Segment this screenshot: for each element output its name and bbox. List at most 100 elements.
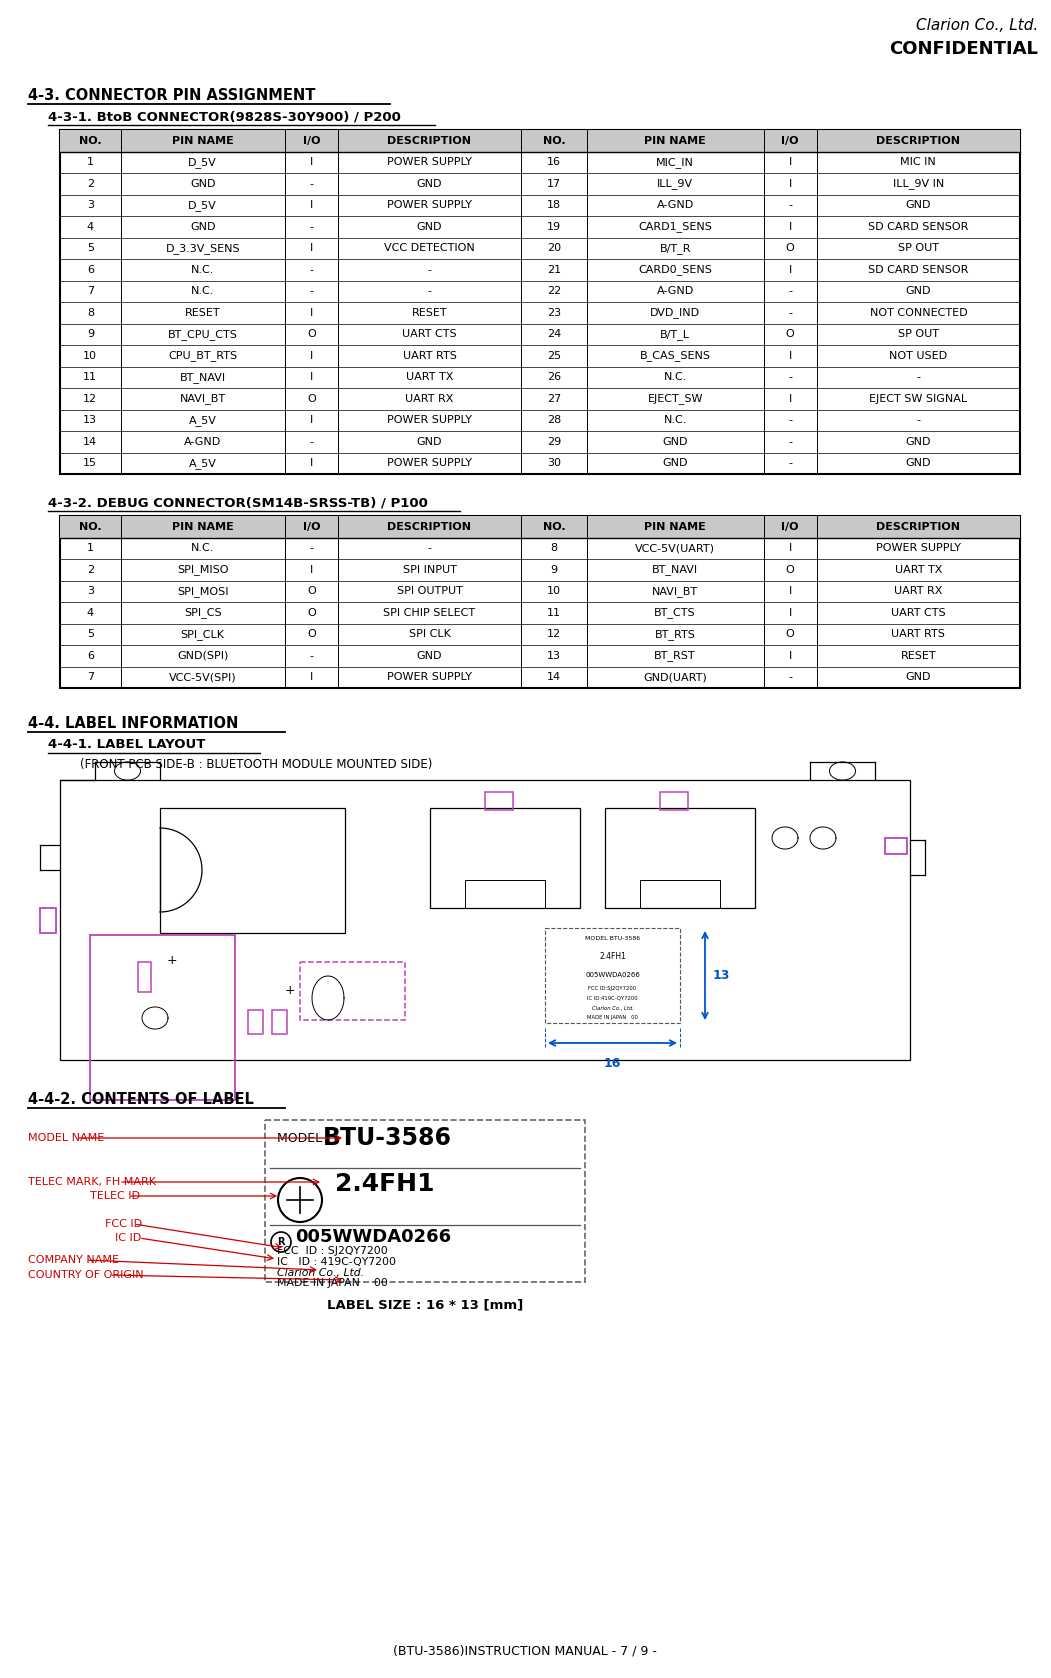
Text: B/T_R: B/T_R: [659, 243, 691, 253]
Text: I/O: I/O: [303, 522, 321, 532]
Text: 24: 24: [547, 329, 561, 339]
Text: N.C.: N.C.: [191, 544, 214, 554]
Text: N.C.: N.C.: [663, 414, 687, 425]
Text: UART TX: UART TX: [406, 373, 453, 383]
Text: -: -: [788, 287, 792, 297]
Text: CONFIDENTIAL: CONFIDENTIAL: [889, 40, 1038, 59]
Text: FCC  ID : SJ2QY7200: FCC ID : SJ2QY7200: [277, 1247, 388, 1257]
Text: I: I: [788, 607, 791, 618]
Text: 4: 4: [87, 221, 94, 232]
Text: O: O: [307, 329, 315, 339]
Text: NO.: NO.: [542, 136, 565, 146]
Text: 29: 29: [547, 436, 561, 446]
Text: NO.: NO.: [79, 136, 102, 146]
Text: I: I: [788, 221, 791, 232]
Text: 16: 16: [604, 1057, 621, 1071]
Text: I: I: [788, 180, 791, 188]
Text: 2: 2: [87, 180, 94, 188]
Text: SPI_CLK: SPI_CLK: [181, 629, 225, 639]
Text: CPU_BT_RTS: CPU_BT_RTS: [168, 351, 238, 361]
Text: SPI_MISO: SPI_MISO: [177, 564, 228, 576]
Text: 13: 13: [83, 414, 98, 425]
Text: I/O: I/O: [303, 136, 321, 146]
Text: 13: 13: [713, 968, 730, 982]
Text: SD CARD SENSOR: SD CARD SENSOR: [868, 221, 969, 232]
Text: BT_RTS: BT_RTS: [655, 629, 696, 639]
Bar: [60, 129, 1021, 473]
Text: VCC-5V(SPI): VCC-5V(SPI): [169, 673, 236, 683]
Text: RESET: RESET: [412, 307, 448, 317]
Text: SPI CHIP SELECT: SPI CHIP SELECT: [384, 607, 475, 618]
Text: BT_NAVI: BT_NAVI: [652, 564, 698, 576]
Text: BTU-3586: BTU-3586: [323, 1126, 452, 1149]
Text: Clarion Co., Ltd.: Clarion Co., Ltd.: [277, 1269, 364, 1279]
Text: 6: 6: [87, 265, 94, 275]
Text: -: -: [309, 265, 313, 275]
Text: 3: 3: [87, 200, 94, 210]
Bar: [605, 809, 755, 908]
Text: UART CTS: UART CTS: [891, 607, 946, 618]
Text: (FRONT PCB SIDE-B : BLUETOOTH MODULE MOUNTED SIDE): (FRONT PCB SIDE-B : BLUETOOTH MODULE MOU…: [80, 758, 432, 770]
Text: O: O: [307, 586, 315, 596]
Text: 22: 22: [547, 287, 561, 297]
Text: IC ID:419C-QY7200: IC ID:419C-QY7200: [588, 997, 638, 1002]
Bar: [60, 517, 1021, 537]
Text: I: I: [788, 544, 791, 554]
Text: GND: GND: [417, 180, 442, 188]
Text: 14: 14: [547, 673, 561, 683]
Text: 4-4-2. CONTENTS OF LABEL: 4-4-2. CONTENTS OF LABEL: [28, 1092, 254, 1107]
Text: BT_CPU_CTS: BT_CPU_CTS: [168, 329, 238, 339]
Text: D_5V: D_5V: [188, 156, 218, 168]
Text: GND: GND: [906, 673, 931, 683]
Text: -: -: [788, 373, 792, 383]
Text: I: I: [788, 651, 791, 661]
Text: 8: 8: [87, 307, 94, 317]
Text: 4-4. LABEL INFORMATION: 4-4. LABEL INFORMATION: [28, 717, 239, 732]
Text: UART CTS: UART CTS: [403, 329, 457, 339]
Text: COMPANY NAME: COMPANY NAME: [28, 1255, 119, 1265]
Text: POWER SUPPLY: POWER SUPPLY: [387, 414, 472, 425]
Text: O: O: [786, 329, 795, 339]
Text: 10: 10: [83, 351, 98, 361]
Text: 19: 19: [547, 221, 561, 232]
Text: GND: GND: [906, 200, 931, 210]
Text: 12: 12: [547, 629, 561, 639]
Text: -: -: [309, 180, 313, 188]
Text: UART RX: UART RX: [406, 394, 454, 404]
Text: 20: 20: [547, 243, 561, 253]
Text: MODEL NAME: MODEL NAME: [28, 1133, 104, 1143]
Text: SP OUT: SP OUT: [898, 243, 939, 253]
Text: 4-3-2. DEBUG CONNECTOR(SM14B-SRSS-TB) / P100: 4-3-2. DEBUG CONNECTOR(SM14B-SRSS-TB) / …: [48, 497, 428, 508]
Text: 005WWDA0266: 005WWDA0266: [295, 1228, 451, 1247]
Text: O: O: [786, 629, 795, 639]
Text: O: O: [786, 243, 795, 253]
Text: 1: 1: [87, 158, 94, 168]
Text: CARD1_SENS: CARD1_SENS: [638, 221, 713, 232]
Text: 7: 7: [87, 673, 94, 683]
Text: -: -: [916, 414, 921, 425]
Text: 9: 9: [551, 565, 557, 576]
Text: ILL_9V: ILL_9V: [657, 178, 694, 190]
Text: -: -: [788, 307, 792, 317]
Text: -: -: [309, 651, 313, 661]
Text: D_3.3V_SENS: D_3.3V_SENS: [165, 243, 240, 253]
Bar: [265, 1119, 585, 1282]
Text: NO.: NO.: [79, 522, 102, 532]
Bar: [660, 792, 688, 810]
Text: A-GND: A-GND: [657, 287, 694, 297]
Text: EJECT_SW: EJECT_SW: [647, 393, 703, 404]
Text: I: I: [788, 158, 791, 168]
Text: PIN NAME: PIN NAME: [172, 136, 233, 146]
Text: GND: GND: [190, 180, 215, 188]
Text: -: -: [788, 436, 792, 446]
Text: GND: GND: [906, 436, 931, 446]
Text: 11: 11: [83, 373, 98, 383]
Text: 13: 13: [547, 651, 561, 661]
Text: POWER SUPPLY: POWER SUPPLY: [875, 544, 961, 554]
Text: DESCRIPTION: DESCRIPTION: [877, 522, 961, 532]
Text: RESET: RESET: [901, 651, 936, 661]
Text: RESET: RESET: [185, 307, 221, 317]
Text: BT_CTS: BT_CTS: [655, 607, 696, 618]
Text: -: -: [788, 673, 792, 683]
Text: N.C.: N.C.: [663, 373, 687, 383]
